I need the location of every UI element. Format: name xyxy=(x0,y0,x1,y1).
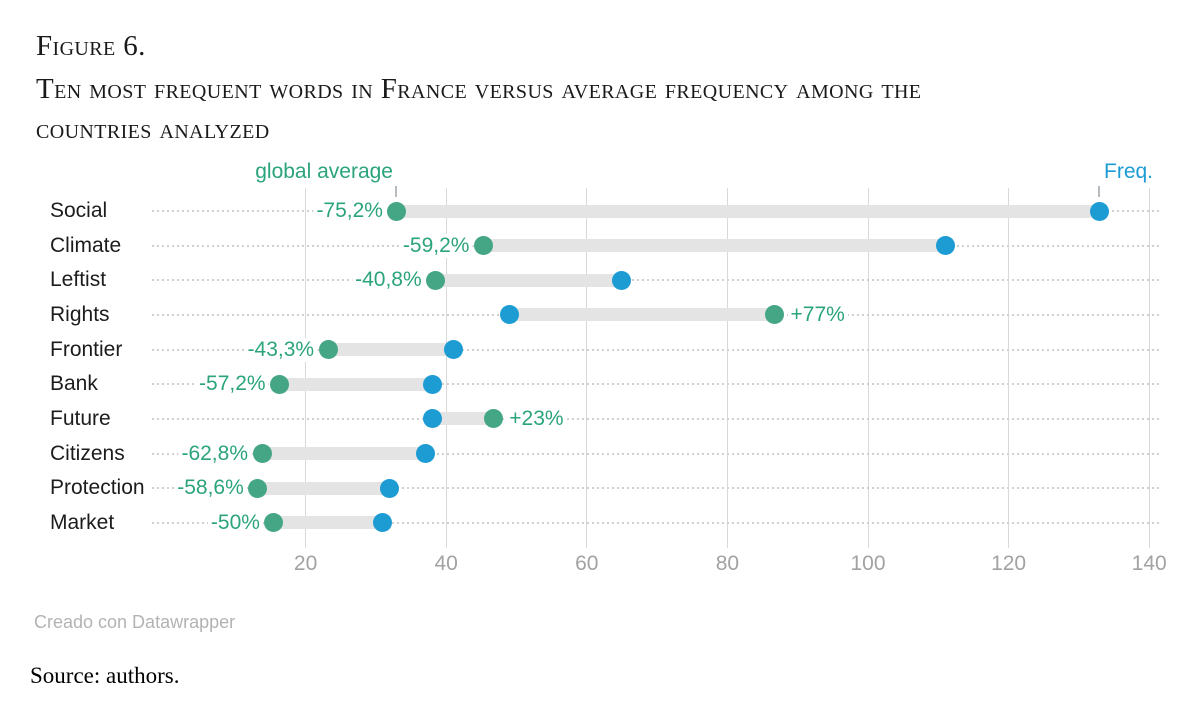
dumbbell-bar xyxy=(328,343,454,357)
category-label: Climate xyxy=(50,233,122,257)
global-average-dot xyxy=(270,374,290,394)
gridline xyxy=(305,188,307,548)
pct-change-label: -50% xyxy=(207,510,263,535)
dumbbell-bar xyxy=(257,481,390,495)
category-label: Bank xyxy=(50,372,98,396)
global-average-dot xyxy=(248,478,268,498)
category-label: Frontier xyxy=(50,337,123,361)
row-leader-line xyxy=(152,487,1160,490)
row-leader-line xyxy=(152,417,1160,420)
x-axis-tick-label: 20 xyxy=(293,552,318,575)
x-axis-tick-label: 40 xyxy=(434,552,458,575)
freq-dot xyxy=(380,478,400,498)
pct-change-label: +23% xyxy=(506,406,567,431)
gridline xyxy=(867,188,869,548)
source-note: Source: authors. xyxy=(30,663,180,688)
row-leader-line xyxy=(152,348,1160,351)
row-leader-line xyxy=(152,383,1160,386)
x-axis-tick-label: 60 xyxy=(575,552,599,575)
pct-change-label: -59,2% xyxy=(399,233,473,258)
global-average-dot xyxy=(264,513,284,533)
x-axis-tick-label: 140 xyxy=(1131,552,1167,575)
freq-dot xyxy=(443,340,463,360)
gridline xyxy=(1008,188,1010,548)
datawrapper-credit: Creado con Datawrapper xyxy=(34,612,236,632)
freq-dot xyxy=(935,236,955,256)
freq-dot xyxy=(422,409,442,429)
category-label: Market xyxy=(50,510,115,534)
global-average-dot xyxy=(483,409,503,429)
category-label: Leftist xyxy=(50,268,107,292)
freq-dot xyxy=(422,374,442,394)
global-average-dot xyxy=(473,236,493,256)
freq-dot xyxy=(612,270,632,290)
category-label: Protection xyxy=(50,476,145,500)
x-axis-tick-label: 120 xyxy=(991,552,1027,575)
gridline xyxy=(586,188,588,548)
global-average-annotation: global average xyxy=(255,160,393,183)
global-average-tick-mark xyxy=(395,186,397,197)
x-axis-tick-label: 100 xyxy=(850,552,886,575)
freq-dot xyxy=(373,513,393,533)
x-axis-tick-label: 80 xyxy=(715,552,740,575)
dumbbell-bar xyxy=(279,377,433,391)
gridline xyxy=(1148,188,1150,548)
figure-label: Figure 6. xyxy=(36,30,146,62)
global-average-dot xyxy=(765,305,784,325)
pct-change-label: -43,3% xyxy=(244,337,318,362)
freq-dot xyxy=(499,305,519,325)
gridline xyxy=(726,188,728,548)
global-average-dot xyxy=(252,444,272,464)
category-label: Rights xyxy=(50,302,110,326)
dumbbell-bar xyxy=(432,412,494,426)
dumbbell-bar xyxy=(273,516,383,530)
freq-tick-mark xyxy=(1098,186,1100,197)
figure-title-line-1: Ten most frequent words in France versus… xyxy=(36,73,922,105)
global-average-dot xyxy=(426,270,446,290)
pct-change-label: -75,2% xyxy=(313,199,386,223)
freq-dot xyxy=(1090,201,1110,221)
pct-change-label: -62,8% xyxy=(178,441,251,466)
category-label: Future xyxy=(50,406,111,430)
dumbbell-bar xyxy=(262,447,426,461)
row-leader-line xyxy=(152,279,1160,282)
freq-annotation: Freq. xyxy=(1104,160,1154,183)
pct-change-label: -40,8% xyxy=(352,268,425,293)
row-leader-line xyxy=(152,452,1160,455)
dumbbell-bar xyxy=(509,308,775,322)
global-average-dot xyxy=(387,201,407,221)
freq-dot xyxy=(415,444,435,464)
category-label: Citizens xyxy=(50,441,125,465)
category-label: Social xyxy=(50,199,108,222)
dumbbell-bar xyxy=(483,239,946,253)
pct-change-label: -58,6% xyxy=(174,476,247,501)
row-leader-line xyxy=(152,521,1160,524)
dumbbell-bar xyxy=(396,204,1100,218)
gridline xyxy=(445,188,447,548)
figure-title-line-2: countries analyzed xyxy=(36,113,270,145)
pct-change-label: +77% xyxy=(787,302,848,327)
pct-change-label: -57,2% xyxy=(196,372,269,397)
dumbbell-bar xyxy=(435,273,622,287)
global-average-dot xyxy=(318,340,338,360)
